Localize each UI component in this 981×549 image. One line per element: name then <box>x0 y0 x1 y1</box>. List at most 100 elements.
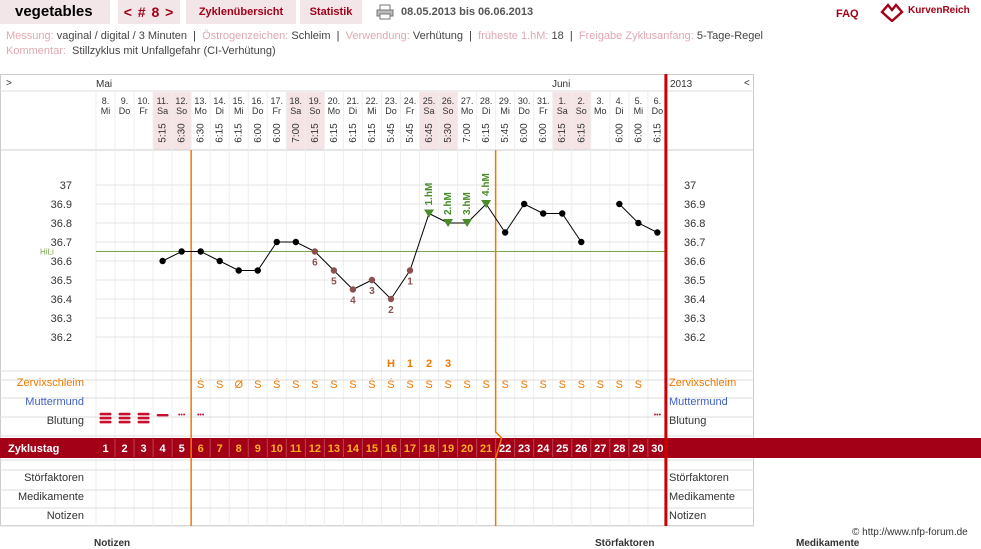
weekday-label: Do <box>652 106 664 116</box>
weekend-shade <box>153 92 173 150</box>
cycle-day-number: 28 <box>613 443 625 455</box>
cycle-day-number: 14 <box>347 443 360 455</box>
temp-point <box>616 200 623 208</box>
usage-value: Verhütung <box>412 30 464 42</box>
cycle-day-number: 19 <box>442 443 454 455</box>
date-label: 17. <box>271 96 284 106</box>
month-label: Juni <box>552 79 570 90</box>
time-label: 5:45 <box>386 123 397 143</box>
cycle-day-number: 23 <box>518 443 530 455</box>
date-label: 14. <box>213 96 226 106</box>
higher-temp-label: 2.hM <box>443 192 454 215</box>
cycle-day-number: 26 <box>575 443 587 455</box>
time-label: 5:15 <box>158 123 169 143</box>
comment-value: Stillzyklus mit Unfallgefahr (CI-Verhütu… <box>72 45 276 57</box>
date-label: 1. <box>558 96 566 106</box>
weekday-label: Mi <box>634 106 644 116</box>
release-label: Freigabe Zyklusanfang: <box>578 30 694 42</box>
time-label: 6:00 <box>538 123 549 143</box>
lower-temp-label: 1 <box>407 277 413 288</box>
lower-temp-point <box>330 267 338 274</box>
bleeding-mark <box>99 412 112 416</box>
mucus-symbol: S <box>330 379 337 391</box>
mucus-symbol: S <box>597 379 604 391</box>
higher-temp-marker <box>443 219 454 227</box>
higher-temp-marker <box>481 200 492 208</box>
mucus-symbol: S <box>425 379 432 391</box>
coverline-label: HiLi <box>40 248 54 257</box>
tab-statistics[interactable]: Statistik <box>300 0 362 24</box>
estrogen-label: Östrogenzeichen: <box>202 30 289 42</box>
row-label-notizen: Notizen <box>47 510 84 522</box>
bleeding-mark <box>99 416 112 420</box>
usage-label: Verwendung: <box>345 30 410 42</box>
bleeding-mark <box>156 414 169 417</box>
weekday-label: Do <box>518 106 530 116</box>
y-tick-label: 37 <box>684 180 696 192</box>
info-line-2: Kommentar: Stillzyklus mit Unfallgefahr … <box>6 45 276 57</box>
y-tick-label: 36.6 <box>51 256 72 268</box>
mucus-symbol: S <box>444 379 451 391</box>
time-label: 6:30 <box>196 123 207 143</box>
y-tick-label: 36.9 <box>51 199 72 211</box>
mucus-symbol: S <box>482 379 489 391</box>
mucus-symbol: Ṡ <box>197 378 204 391</box>
lower-temp-point <box>387 295 395 303</box>
month-label: Mai <box>96 79 112 90</box>
lower-temp-label: 6 <box>312 258 318 269</box>
lower-temp-point <box>368 276 376 284</box>
estrogen-value: Schleim <box>291 30 331 42</box>
cycle-day-number: 3 <box>141 443 147 455</box>
cycle-day-number: 9 <box>255 443 261 455</box>
lower-temp-label: 4 <box>350 296 356 307</box>
cycle-day-number: 27 <box>594 443 606 455</box>
weekday-label: Mi <box>234 106 244 116</box>
cycle-day-number: 2 <box>121 443 127 455</box>
time-label: 6:45 <box>424 123 435 143</box>
weekday-label: Fr <box>273 106 282 116</box>
date-label: 26. <box>442 96 455 106</box>
weekday-label: Di <box>349 106 358 116</box>
mucus-symbol: Ṡ <box>368 378 375 391</box>
date-label: 20. <box>328 96 341 106</box>
y-tick-label: 36.3 <box>684 313 705 325</box>
higher-temp-label: 3.hM <box>462 192 473 215</box>
weekday-label: Mi <box>367 106 377 116</box>
faq-link[interactable]: FAQ <box>836 8 859 20</box>
time-label: 5:45 <box>405 123 416 143</box>
date-label: 31. <box>537 96 550 106</box>
measure-value: vaginal / digital / 3 Minuten <box>56 30 188 42</box>
temp-point <box>254 267 261 274</box>
bleeding-mark <box>137 416 150 420</box>
weekday-label: Do <box>119 106 131 116</box>
temp-point <box>654 229 661 236</box>
cycle-chart: > <Mai Juni 20138.Mi9.Do10.Fr11.Sa5:1512.So… <box>0 74 981 527</box>
time-label: 6:15 <box>234 123 245 143</box>
temp-point <box>520 200 528 208</box>
printer-icon[interactable] <box>376 4 394 20</box>
weekday-label: Fr <box>539 106 548 116</box>
cycle-day-number: 8 <box>236 443 242 455</box>
brand-name[interactable]: KurvenReich <box>908 5 970 16</box>
date-label: 5. <box>635 96 643 106</box>
top-bar: vegetables < # 8 > Zyklenübersicht Stati… <box>0 0 981 26</box>
date-label: 18. <box>290 96 303 106</box>
tab-cycle-overview[interactable]: Zyklenübersicht <box>186 0 296 24</box>
time-label: 5:45 <box>500 123 511 143</box>
earliest-hm-value: 18 <box>551 30 564 42</box>
temp-point <box>273 238 280 246</box>
brand-logo-icon[interactable] <box>880 2 904 22</box>
app-title: vegetables <box>0 0 110 24</box>
mucus-symbol: S <box>292 379 299 391</box>
cycle-day-number: 5 <box>179 443 185 455</box>
weekend-shade <box>438 92 458 150</box>
time-label: 6:15 <box>310 123 321 143</box>
time-label: 7:00 <box>291 123 302 143</box>
y-tick-label: 36.2 <box>684 332 705 344</box>
cycle-nav-button[interactable]: < # 8 > <box>118 0 180 24</box>
spotting-mark: ••• <box>197 412 205 419</box>
weekend-shade <box>571 92 591 150</box>
weekend-shade <box>552 92 572 150</box>
y-tick-label: 37 <box>60 180 72 192</box>
weekday-label: Sa <box>290 106 301 116</box>
